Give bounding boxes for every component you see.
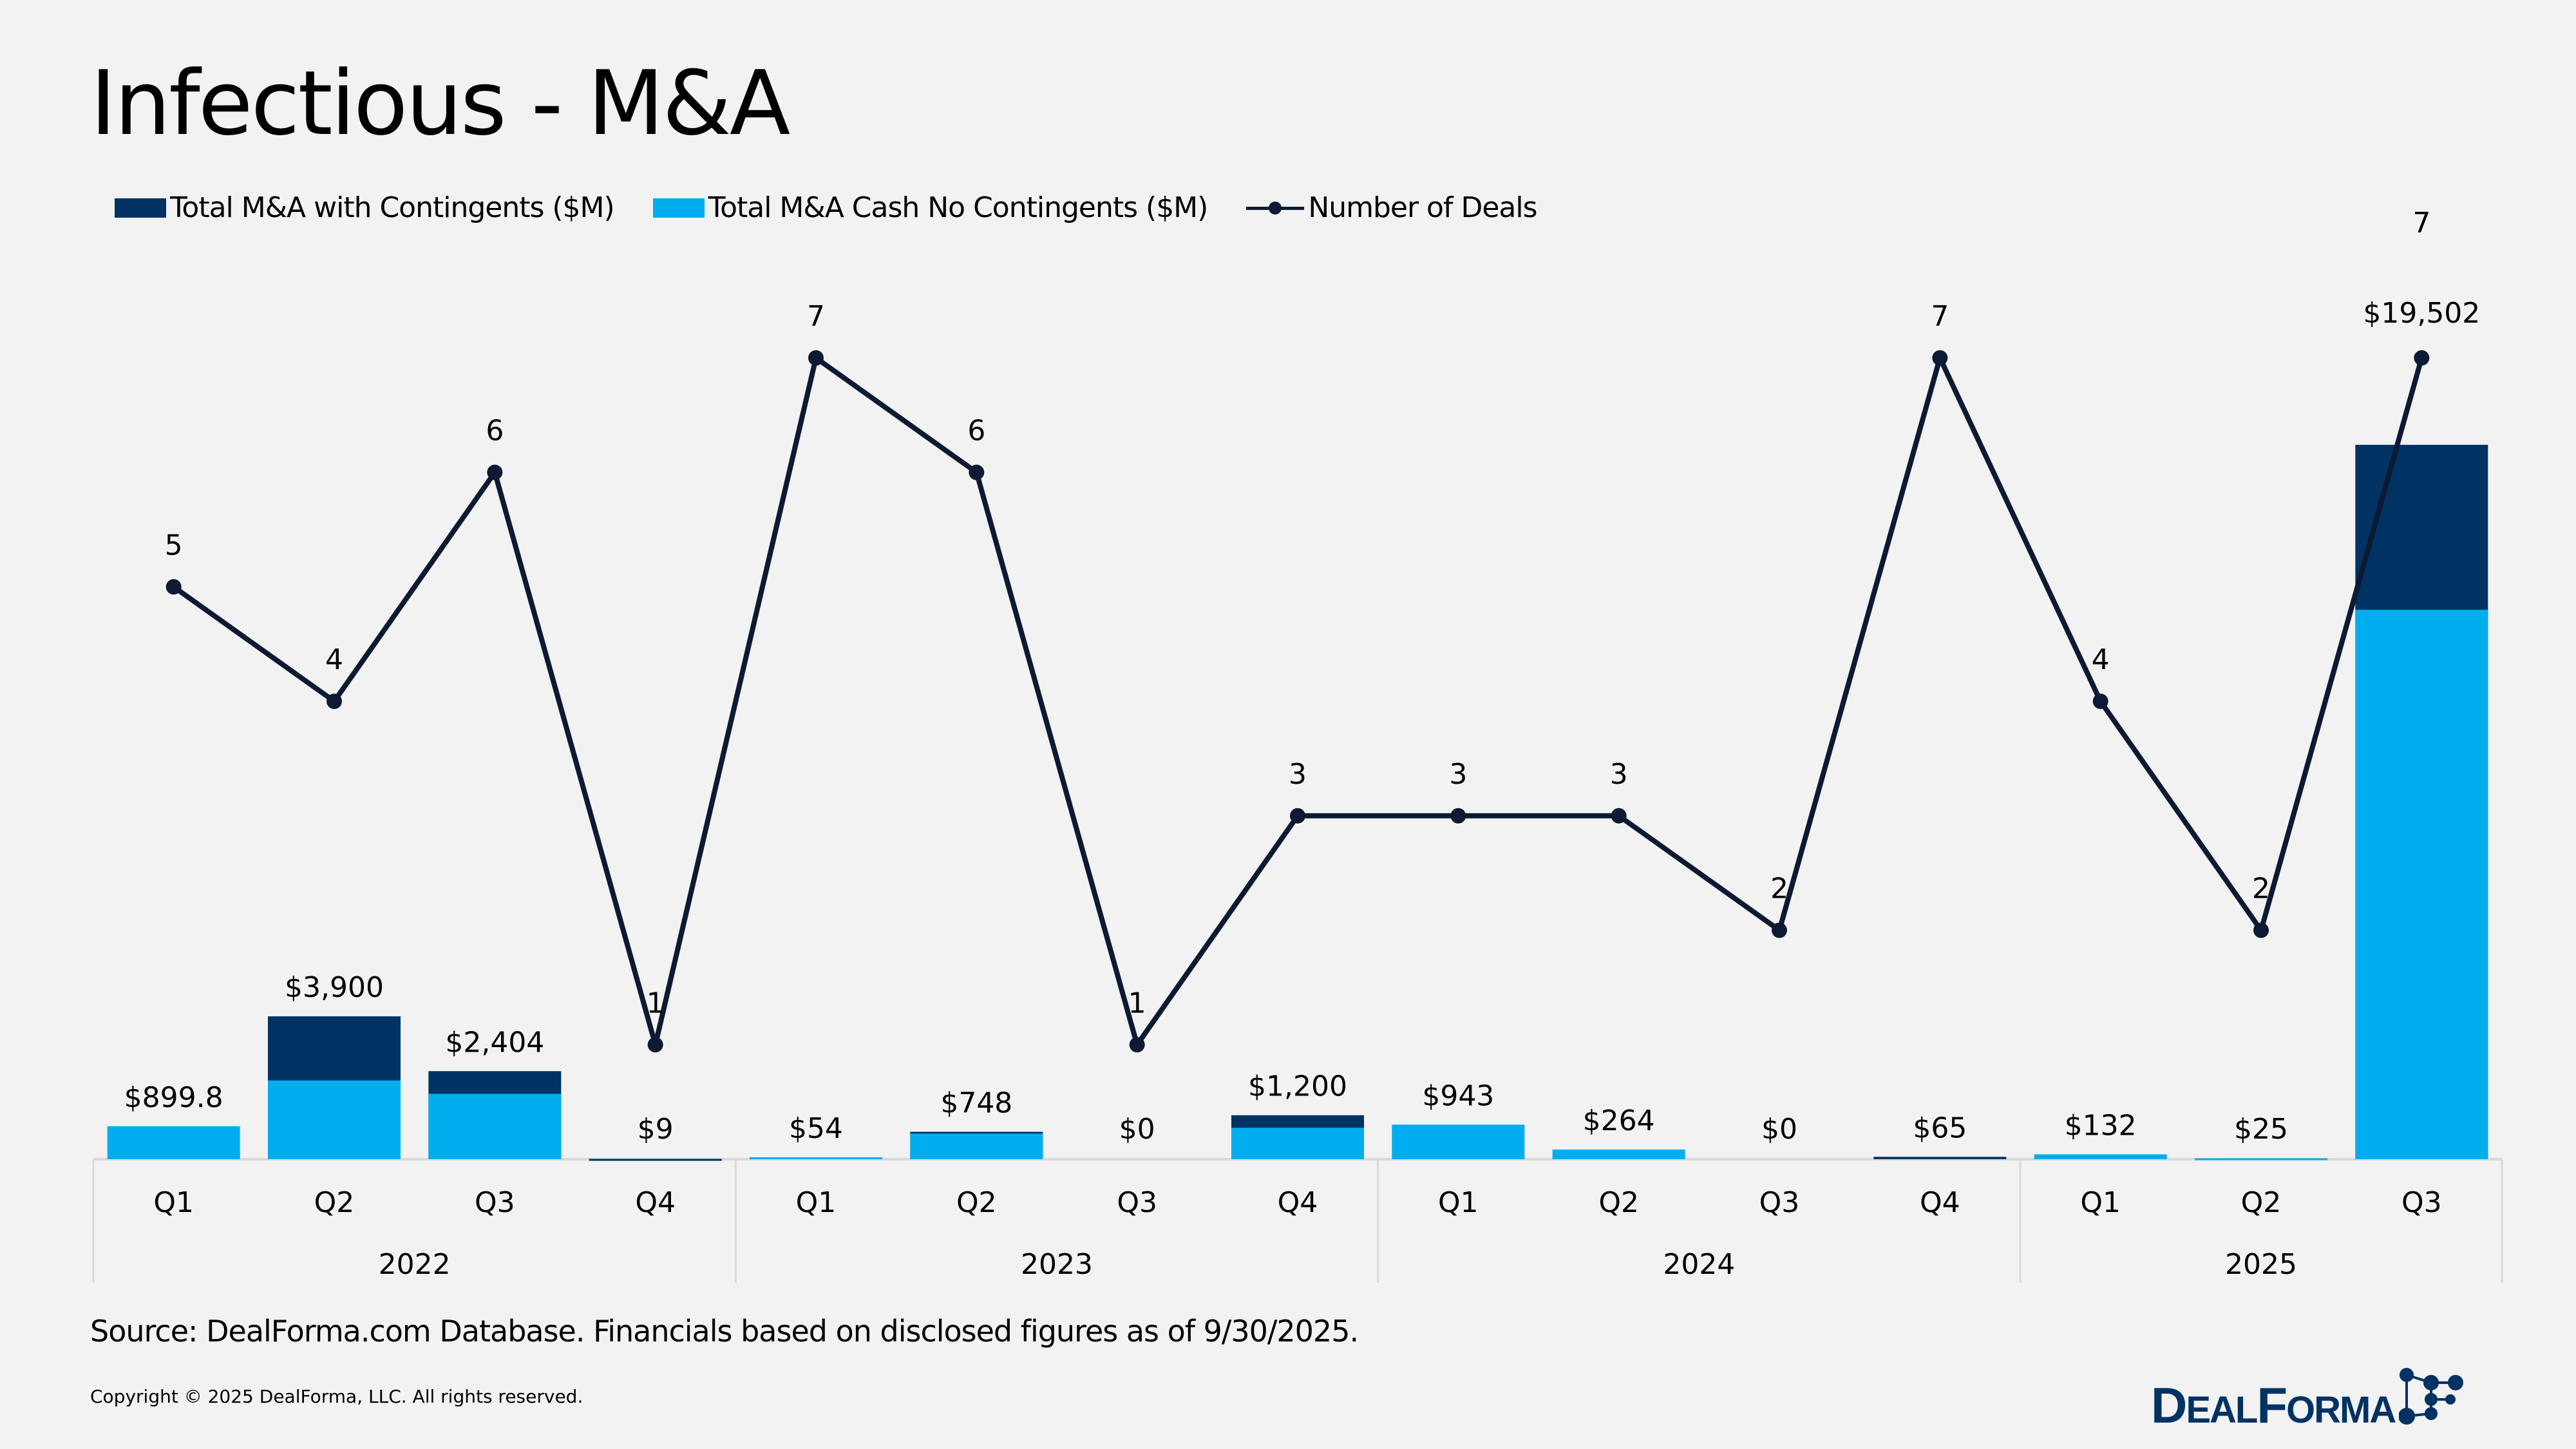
deals-point xyxy=(647,1037,663,1053)
bar-value-label: $65 xyxy=(1913,1112,1967,1144)
deals-point xyxy=(1932,350,1948,366)
copyright: Copyright © 2025 DealForma, LLC. All rig… xyxy=(90,1386,583,1407)
quarter-label: Q4 xyxy=(1920,1186,1960,1219)
quarter-label: Q4 xyxy=(635,1186,676,1219)
deals-value-label: 4 xyxy=(325,643,343,676)
bar-cash xyxy=(268,1080,401,1159)
deals-point xyxy=(2253,922,2269,938)
deals-point xyxy=(969,464,985,480)
deals-value-label: 1 xyxy=(1128,987,1146,1019)
bar-cash xyxy=(910,1133,1043,1159)
bar-value-label: $0 xyxy=(1119,1113,1155,1146)
deals-value-label: 2 xyxy=(2252,873,2270,905)
deals-point xyxy=(1772,922,1787,938)
bar-value-label: $3,900 xyxy=(285,971,384,1004)
year-label: 2025 xyxy=(2225,1248,2297,1281)
bar-value-label: $748 xyxy=(940,1086,1012,1119)
quarter-label: Q1 xyxy=(2080,1186,2121,1219)
bar-value-label: $1,200 xyxy=(1248,1070,1347,1103)
chart-title: Infectious - M&A xyxy=(90,52,790,155)
deals-point xyxy=(1611,808,1627,824)
source-note: Source: DealForma.com Database. Financia… xyxy=(90,1314,1359,1349)
deals-point xyxy=(166,579,182,595)
bar-value-label: $54 xyxy=(789,1112,843,1145)
deals-value-label: 6 xyxy=(486,415,504,448)
logo-wordmark: DEALFORMA xyxy=(2151,1377,2396,1434)
deals-value-label: 5 xyxy=(165,529,183,562)
bar-cash xyxy=(1392,1124,1525,1159)
deals-point xyxy=(1450,808,1466,824)
bar-value-label: $943 xyxy=(1422,1079,1494,1112)
bar-value-label: $19,502 xyxy=(2363,297,2480,330)
bar-value-label: $0 xyxy=(1761,1113,1797,1146)
legend-item-contingents: Total M&A with Contingents ($M) xyxy=(115,191,615,224)
quarter-label: Q3 xyxy=(1759,1186,1800,1219)
legend-swatch-deals xyxy=(1246,198,1305,218)
bar-cash xyxy=(1231,1128,1364,1159)
quarter-label: Q1 xyxy=(796,1186,837,1219)
bar-value-label: $9 xyxy=(638,1113,674,1146)
year-label: 2023 xyxy=(1021,1248,1093,1281)
deals-value-label: 7 xyxy=(1931,300,1949,333)
quarter-label: Q4 xyxy=(1278,1186,1318,1219)
bar-cash xyxy=(750,1157,882,1159)
deals-value-label: 3 xyxy=(1289,758,1307,791)
bar-value-label: $132 xyxy=(2065,1109,2137,1142)
deals-value-label: 7 xyxy=(2412,207,2430,240)
deals-value-label: 7 xyxy=(807,300,825,333)
legend-label-cash: Total M&A Cash No Contingents ($M) xyxy=(708,191,1209,224)
legend-label-contingents: Total M&A with Contingents ($M) xyxy=(170,191,615,224)
deals-value-label: 1 xyxy=(647,987,665,1019)
bar-cash xyxy=(2355,609,2488,1159)
bar-cash xyxy=(428,1094,562,1159)
legend-swatch-contingents xyxy=(115,198,166,218)
quarter-label: Q2 xyxy=(1598,1186,1639,1219)
deals-point xyxy=(808,350,824,366)
deals-line xyxy=(172,355,2425,1048)
quarter-label: Q1 xyxy=(1438,1186,1479,1219)
bar-value-label: $899.8 xyxy=(124,1081,223,1114)
legend-item-cash: Total M&A Cash No Contingents ($M) xyxy=(652,191,1209,224)
bar-cash xyxy=(2195,1158,2327,1160)
bar-value-label: $2,404 xyxy=(445,1026,544,1059)
legend-swatch-cash xyxy=(652,198,705,218)
deals-value-label: 4 xyxy=(2092,643,2110,676)
deals-point xyxy=(1290,808,1305,824)
deals-point xyxy=(1129,1037,1145,1053)
quarter-label: Q2 xyxy=(956,1186,997,1219)
bar-cash xyxy=(107,1126,240,1159)
legend: Total M&A with Contingents ($M) Total M&… xyxy=(115,191,1576,224)
bar-contingents xyxy=(589,1159,722,1161)
dealforma-logo: DEALFORMA xyxy=(2151,1362,2470,1430)
quarter-label: Q3 xyxy=(475,1186,515,1219)
quarter-label: Q3 xyxy=(2401,1186,2442,1219)
legend-label-deals: Number of Deals xyxy=(1308,191,1537,224)
deals-point xyxy=(2092,694,2108,709)
year-label: 2024 xyxy=(1663,1248,1735,1281)
bar-value-label: $264 xyxy=(1583,1104,1655,1137)
quarter-label: Q2 xyxy=(2241,1186,2282,1219)
logo-network-icon xyxy=(2399,1368,2464,1425)
deals-value-label: 2 xyxy=(1770,873,1788,905)
bar-contingents xyxy=(1873,1157,2007,1159)
quarter-label: Q1 xyxy=(153,1186,194,1219)
deals-point xyxy=(2414,350,2430,366)
quarter-label: Q2 xyxy=(314,1186,355,1219)
deals-value-label: 6 xyxy=(967,415,985,448)
quarter-label: Q3 xyxy=(1117,1186,1157,1219)
deals-point xyxy=(327,694,342,709)
deals-value-label: 3 xyxy=(1610,758,1628,791)
bar-cash xyxy=(2034,1154,2167,1159)
deals-point xyxy=(487,464,503,480)
legend-item-deals: Number of Deals xyxy=(1246,191,1538,224)
deals-value-label: 3 xyxy=(1449,758,1467,791)
bar-value-label: $25 xyxy=(2234,1113,2288,1146)
year-label: 2022 xyxy=(379,1248,451,1281)
bar-cash xyxy=(1552,1149,1685,1159)
